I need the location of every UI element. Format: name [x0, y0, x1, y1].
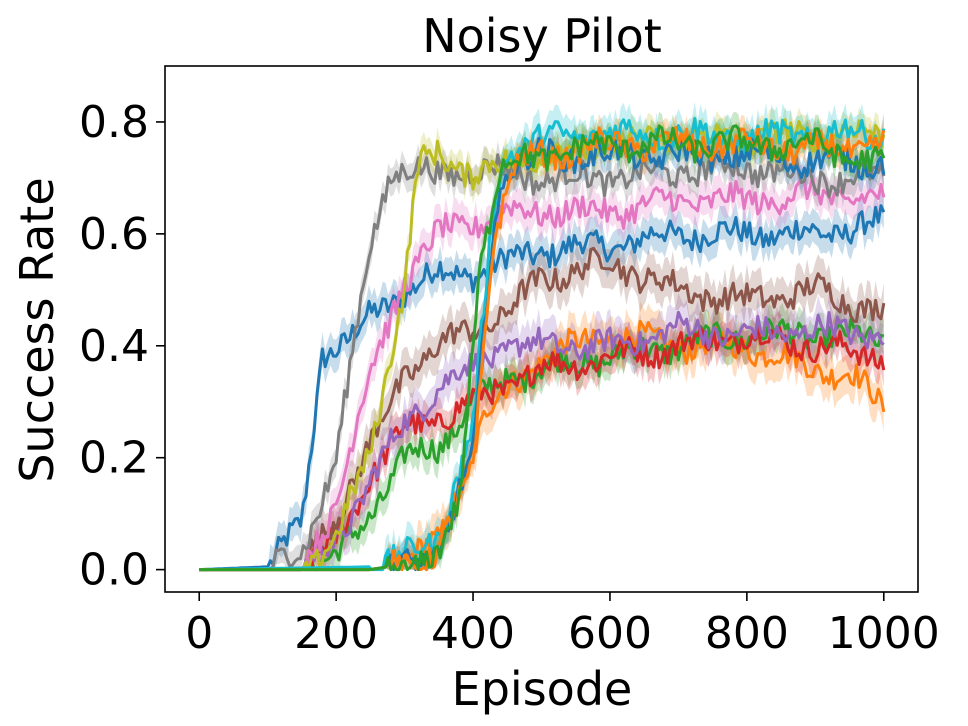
series-band-3	[199, 302, 884, 570]
x-tick-label: 1000	[828, 608, 940, 659]
x-axis-label: Episode	[452, 662, 633, 716]
series-line-6	[199, 246, 886, 572]
x-tick-label: 400	[431, 608, 515, 659]
y-tick-label: 0.8	[79, 97, 149, 148]
series-band-11	[199, 124, 884, 570]
series-band-7	[199, 160, 884, 570]
x-tick-label: 0	[185, 608, 213, 659]
y-axis-ticks: 0.0 0.2 0.4 0.6 0.8	[79, 97, 165, 596]
series-line-1	[199, 204, 886, 572]
y-tick-label: 0.4	[79, 321, 149, 372]
plot-frame	[164, 65, 919, 593]
series-band-2	[199, 301, 884, 570]
series-lines	[199, 117, 886, 572]
chart-title: Noisy Pilot	[422, 9, 662, 63]
x-axis-ticks: 0 200 400 600 800 1000	[185, 592, 940, 659]
x-tick-label: 200	[294, 608, 378, 659]
y-tick-label: 0.2	[79, 433, 149, 484]
series-line-13	[199, 124, 886, 572]
x-tick-label: 800	[705, 608, 789, 659]
y-axis-label: Success Rate	[10, 177, 64, 482]
y-tick-label: 0.6	[79, 209, 149, 260]
series-line-8	[199, 149, 886, 572]
y-tick-label: 0.0	[79, 545, 149, 596]
series-band-8	[199, 137, 884, 570]
series-band-6	[199, 228, 884, 570]
x-tick-label: 600	[568, 608, 652, 659]
